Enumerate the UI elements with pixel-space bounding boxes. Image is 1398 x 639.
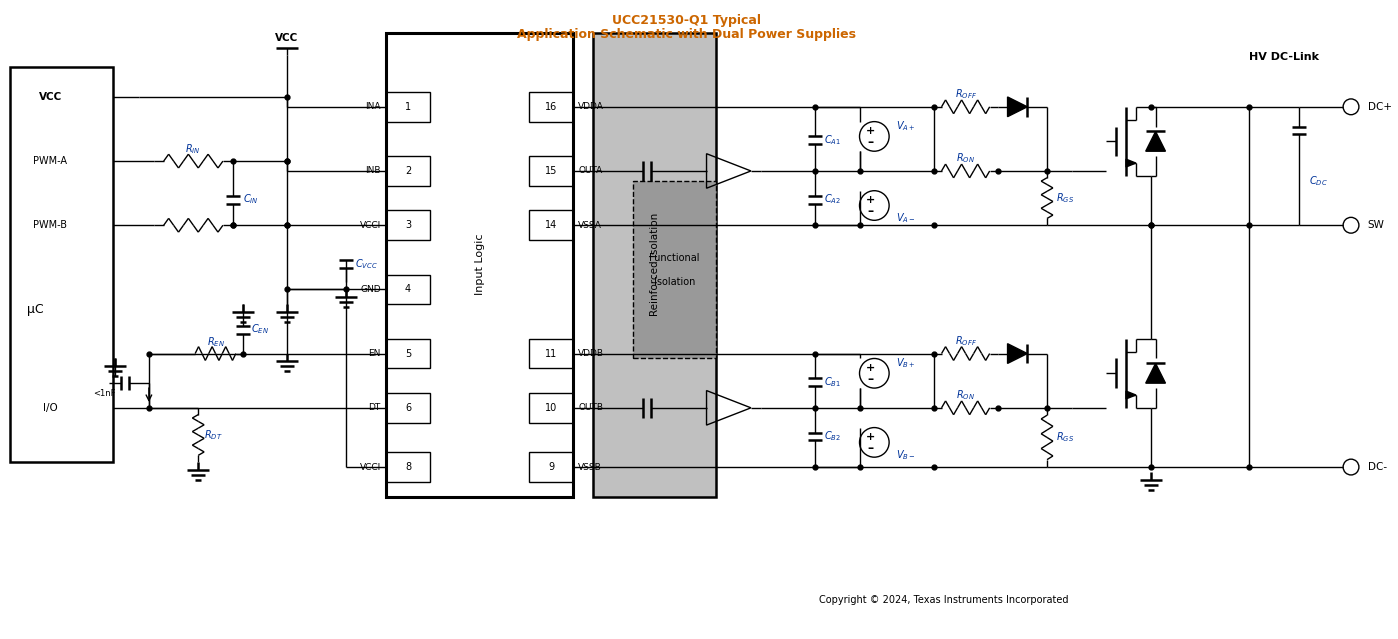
Text: Isolation: Isolation (654, 277, 695, 286)
Text: <1nF: <1nF (94, 389, 116, 397)
Text: I/O: I/O (43, 403, 57, 413)
Text: $V_{A-}$: $V_{A-}$ (896, 212, 916, 225)
Text: $R_{IN}$: $R_{IN}$ (186, 142, 201, 156)
Text: 15: 15 (545, 166, 558, 176)
Text: 4: 4 (405, 284, 411, 295)
Text: SW: SW (1367, 220, 1384, 230)
Text: $C_{B1}$: $C_{B1}$ (825, 375, 842, 389)
Text: DC+: DC+ (1367, 102, 1392, 112)
Text: –: – (867, 442, 874, 455)
Bar (386, 210, 431, 240)
Text: 16: 16 (545, 102, 558, 112)
Text: PWM-A: PWM-A (34, 156, 67, 166)
Text: 8: 8 (405, 462, 411, 472)
Text: $V_{B-}$: $V_{B-}$ (896, 449, 916, 462)
Text: 10: 10 (545, 403, 558, 413)
Text: $R_{ON}$: $R_{ON}$ (956, 151, 976, 165)
Text: VCCI: VCCI (359, 463, 380, 472)
Bar (386, 92, 431, 121)
Bar (528, 339, 573, 368)
Text: Application Schematic with Dual Power Supplies: Application Schematic with Dual Power Su… (517, 28, 857, 42)
Polygon shape (1125, 391, 1135, 399)
Text: EN: EN (369, 349, 380, 358)
Polygon shape (1008, 344, 1028, 364)
Text: $C_{B2}$: $C_{B2}$ (825, 429, 842, 443)
Text: +: + (865, 432, 875, 442)
Bar (386, 393, 431, 422)
Text: VSSB: VSSB (579, 463, 603, 472)
Bar (386, 156, 431, 186)
Text: $R_{EN}$: $R_{EN}$ (207, 335, 225, 349)
Polygon shape (1146, 132, 1166, 151)
Text: 9: 9 (548, 462, 554, 472)
Text: VDDB: VDDB (579, 349, 604, 358)
Text: $C_{A1}$: $C_{A1}$ (825, 134, 842, 147)
Bar (386, 33, 573, 497)
Text: INA: INA (365, 102, 380, 111)
Text: 11: 11 (545, 348, 558, 358)
Text: –: – (867, 205, 874, 218)
Bar (528, 210, 573, 240)
Text: –: – (867, 373, 874, 386)
Text: +: + (865, 126, 875, 136)
Text: $R_{GS}$: $R_{GS}$ (1055, 191, 1074, 205)
Text: –: – (867, 136, 874, 149)
Text: VCCI: VCCI (359, 220, 380, 230)
Text: DC-: DC- (1367, 462, 1387, 472)
Text: PWM-B: PWM-B (34, 220, 67, 230)
Text: $R_{OFF}$: $R_{OFF}$ (955, 334, 977, 348)
Text: $R_{OFF}$: $R_{OFF}$ (955, 87, 977, 101)
Bar (386, 452, 431, 482)
Text: UCC21530-Q1 Typical: UCC21530-Q1 Typical (612, 15, 762, 27)
Text: $C_{A2}$: $C_{A2}$ (825, 193, 842, 206)
Polygon shape (1125, 159, 1135, 167)
Bar (528, 156, 573, 186)
Text: Input Logic: Input Logic (474, 234, 485, 295)
Text: $R_{DT}$: $R_{DT}$ (204, 428, 222, 442)
Text: Copyright © 2024, Texas Instruments Incorporated: Copyright © 2024, Texas Instruments Inco… (819, 596, 1068, 605)
Bar (593, 33, 716, 497)
Text: VCC: VCC (39, 92, 62, 102)
Bar (632, 181, 716, 358)
Bar (386, 339, 431, 368)
Text: $C_{DC}$: $C_{DC}$ (1309, 174, 1328, 188)
Text: 5: 5 (405, 348, 411, 358)
Text: +: + (865, 363, 875, 373)
Text: OUTB: OUTB (579, 403, 603, 412)
Text: $C_{VCC}$: $C_{VCC}$ (355, 257, 377, 271)
Bar (528, 393, 573, 422)
Bar (528, 452, 573, 482)
Text: INB: INB (365, 167, 380, 176)
Text: +: + (865, 195, 875, 205)
Bar (386, 275, 431, 304)
Text: VDDA: VDDA (579, 102, 604, 111)
Text: $V_{B+}$: $V_{B+}$ (896, 357, 916, 371)
Text: GND: GND (361, 285, 380, 294)
Text: $C_{EN}$: $C_{EN}$ (252, 322, 270, 335)
Text: OUTA: OUTA (579, 167, 603, 176)
Text: HV DC-Link: HV DC-Link (1248, 52, 1318, 63)
Text: DT: DT (369, 403, 380, 412)
Polygon shape (1008, 97, 1028, 117)
Text: µC: µC (27, 303, 43, 316)
Text: 1: 1 (405, 102, 411, 112)
Text: 2: 2 (405, 166, 411, 176)
Bar (528, 92, 573, 121)
Text: $C_{IN}$: $C_{IN}$ (243, 193, 259, 206)
Text: Functional: Functional (649, 253, 700, 263)
Text: VSSA: VSSA (579, 220, 603, 230)
Text: $R_{GS}$: $R_{GS}$ (1055, 431, 1074, 444)
Polygon shape (1146, 364, 1166, 383)
Text: VCC: VCC (275, 33, 299, 43)
Text: $V_{A+}$: $V_{A+}$ (896, 119, 916, 134)
Text: Reinforced Isolation: Reinforced Isolation (650, 213, 660, 316)
Text: 14: 14 (545, 220, 558, 230)
Text: 3: 3 (405, 220, 411, 230)
Text: $R_{ON}$: $R_{ON}$ (956, 388, 976, 402)
Text: 6: 6 (405, 403, 411, 413)
Bar (10, 67, 113, 462)
